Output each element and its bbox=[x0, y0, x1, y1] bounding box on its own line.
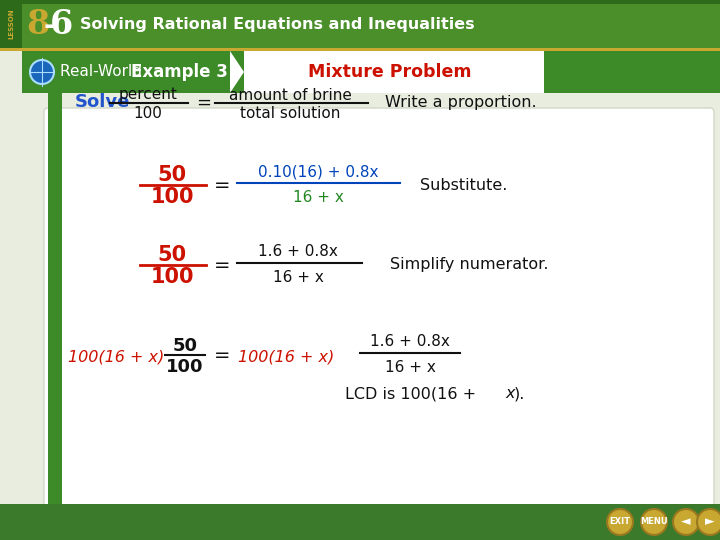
Text: 16 + x: 16 + x bbox=[273, 269, 323, 285]
FancyBboxPatch shape bbox=[0, 504, 720, 540]
Text: 16 + x: 16 + x bbox=[292, 190, 343, 205]
Text: 0.10(16) + 0.8x: 0.10(16) + 0.8x bbox=[258, 165, 378, 179]
FancyBboxPatch shape bbox=[0, 0, 22, 48]
FancyBboxPatch shape bbox=[0, 48, 720, 51]
Text: Solve: Solve bbox=[75, 93, 130, 111]
FancyBboxPatch shape bbox=[244, 51, 544, 93]
FancyBboxPatch shape bbox=[22, 51, 720, 93]
Text: Write a proportion.: Write a proportion. bbox=[385, 96, 536, 111]
Text: 8: 8 bbox=[27, 8, 50, 40]
Text: LESSON: LESSON bbox=[8, 9, 14, 39]
Text: 100: 100 bbox=[166, 358, 204, 376]
Text: 1.6 + 0.8x: 1.6 + 0.8x bbox=[370, 334, 450, 349]
Text: EXIT: EXIT bbox=[610, 517, 631, 526]
Circle shape bbox=[673, 509, 699, 535]
FancyBboxPatch shape bbox=[48, 93, 62, 505]
Polygon shape bbox=[230, 51, 244, 93]
Text: total solution: total solution bbox=[240, 105, 340, 120]
Circle shape bbox=[30, 60, 54, 84]
Text: Real-World: Real-World bbox=[60, 64, 147, 79]
Text: MENU: MENU bbox=[640, 517, 668, 526]
FancyBboxPatch shape bbox=[0, 0, 720, 4]
Text: =: = bbox=[214, 255, 230, 274]
Text: 1.6 + 0.8x: 1.6 + 0.8x bbox=[258, 245, 338, 260]
Text: 16 + x: 16 + x bbox=[384, 360, 436, 375]
Text: 100: 100 bbox=[150, 187, 194, 207]
Text: 100: 100 bbox=[150, 267, 194, 287]
Text: 100(16 + x): 100(16 + x) bbox=[238, 349, 334, 364]
Text: ►: ► bbox=[705, 516, 715, 529]
Text: amount of brine: amount of brine bbox=[228, 87, 351, 103]
Text: LCD is 100(16 +: LCD is 100(16 + bbox=[345, 387, 481, 402]
Text: x: x bbox=[505, 387, 515, 402]
Text: ◄: ◄ bbox=[681, 516, 690, 529]
FancyBboxPatch shape bbox=[44, 108, 714, 509]
Text: 100(16 + x): 100(16 + x) bbox=[68, 349, 164, 364]
Text: Mixture Problem: Mixture Problem bbox=[308, 63, 472, 81]
Text: Example 3: Example 3 bbox=[131, 63, 228, 81]
Text: 100: 100 bbox=[134, 105, 163, 120]
Text: 50: 50 bbox=[158, 245, 186, 265]
Text: =: = bbox=[197, 94, 212, 112]
Text: =: = bbox=[214, 176, 230, 194]
Text: Simplify numerator.: Simplify numerator. bbox=[390, 258, 549, 273]
Circle shape bbox=[697, 509, 720, 535]
FancyBboxPatch shape bbox=[0, 0, 720, 48]
Text: Solving Rational Equations and Inequalities: Solving Rational Equations and Inequalit… bbox=[80, 17, 474, 31]
Text: 6: 6 bbox=[50, 8, 73, 40]
Circle shape bbox=[607, 509, 633, 535]
Text: 50: 50 bbox=[158, 165, 186, 185]
Text: ).: ). bbox=[514, 387, 526, 402]
Text: Substitute.: Substitute. bbox=[420, 178, 508, 192]
Text: =: = bbox=[214, 346, 230, 365]
Circle shape bbox=[641, 509, 667, 535]
Text: percent: percent bbox=[119, 87, 177, 103]
Text: –: – bbox=[43, 12, 57, 40]
Text: 50: 50 bbox=[173, 337, 197, 355]
